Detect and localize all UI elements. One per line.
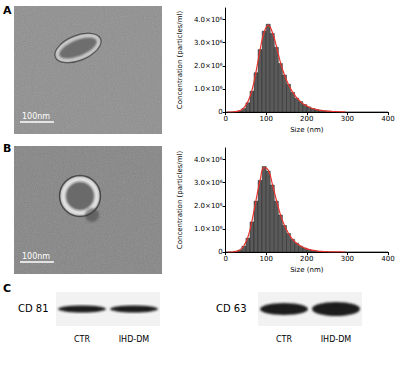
svg-text:Concentration (particles/ml): Concentration (particles/ml) bbox=[176, 11, 184, 110]
svg-text:200: 200 bbox=[300, 115, 313, 123]
svg-text:3.0×10⁶: 3.0×10⁶ bbox=[194, 179, 223, 187]
svg-text:100: 100 bbox=[260, 255, 273, 263]
svg-text:Size (nm): Size (nm) bbox=[290, 126, 324, 134]
svg-text:A: A bbox=[3, 4, 12, 17]
svg-text:0: 0 bbox=[218, 248, 222, 256]
svg-text:CD 63: CD 63 bbox=[216, 303, 247, 314]
svg-text:C: C bbox=[3, 282, 11, 295]
svg-text:CTR: CTR bbox=[74, 335, 90, 344]
svg-text:400: 400 bbox=[381, 255, 394, 263]
svg-text:300: 300 bbox=[341, 115, 354, 123]
svg-text:1.0×10⁶: 1.0×10⁶ bbox=[194, 225, 223, 233]
svg-text:300: 300 bbox=[341, 255, 354, 263]
svg-text:200: 200 bbox=[300, 255, 313, 263]
svg-text:0: 0 bbox=[223, 115, 227, 123]
svg-text:CTR: CTR bbox=[276, 335, 292, 344]
svg-text:100nm: 100nm bbox=[22, 112, 50, 121]
svg-text:0: 0 bbox=[218, 108, 222, 116]
svg-text:1.0×10⁶: 1.0×10⁶ bbox=[194, 85, 223, 93]
svg-text:2.0×10⁶: 2.0×10⁶ bbox=[194, 62, 223, 70]
svg-text:100nm: 100nm bbox=[22, 252, 50, 261]
svg-text:0: 0 bbox=[223, 255, 227, 263]
svg-text:400: 400 bbox=[381, 115, 394, 123]
svg-text:IHD-DM: IHD-DM bbox=[119, 335, 150, 344]
svg-text:Concentration (particles/ml): Concentration (particles/ml) bbox=[176, 151, 184, 250]
svg-text:100: 100 bbox=[260, 115, 273, 123]
svg-text:Size (nm): Size (nm) bbox=[290, 266, 324, 274]
svg-text:B: B bbox=[3, 142, 11, 155]
svg-text:CD 81: CD 81 bbox=[18, 303, 49, 314]
svg-text:4.0×10⁶: 4.0×10⁶ bbox=[194, 156, 223, 164]
svg-text:2.0×10⁶: 2.0×10⁶ bbox=[194, 202, 223, 210]
svg-text:IHD-DM: IHD-DM bbox=[321, 335, 352, 344]
svg-text:3.0×10⁶: 3.0×10⁶ bbox=[194, 39, 223, 47]
svg-text:4.0×10⁶: 4.0×10⁶ bbox=[194, 16, 223, 24]
